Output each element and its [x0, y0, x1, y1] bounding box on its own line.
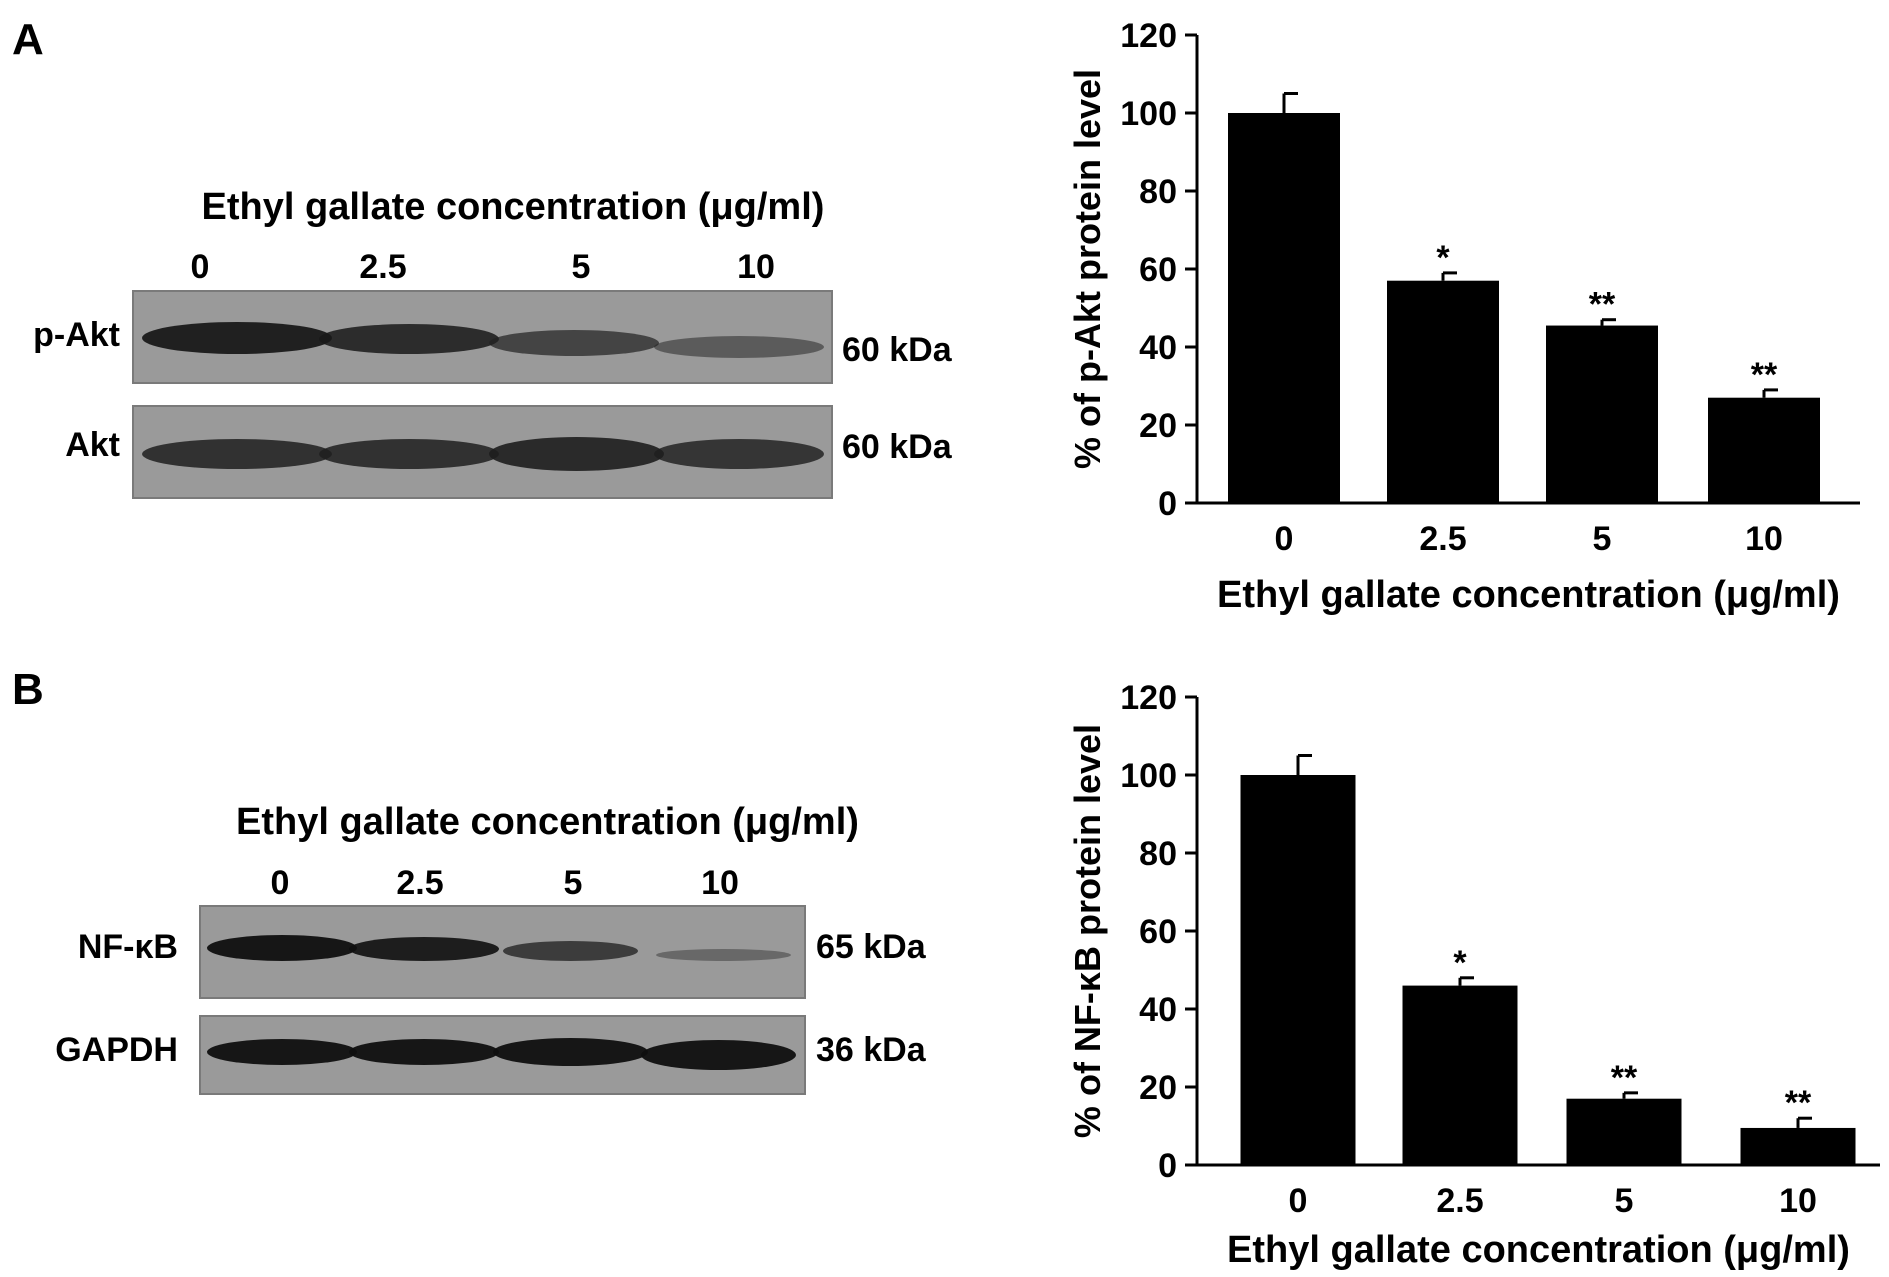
band [656, 949, 791, 961]
band [349, 1039, 499, 1065]
significance-marker: ** [1751, 356, 1778, 394]
x-tick-label: 0 [1289, 1182, 1308, 1220]
x-axis-label: Ethyl gallate concentration (μg/ml) [1217, 574, 1840, 616]
y-tick-label: 40 [1139, 329, 1177, 367]
band [493, 1038, 648, 1066]
blot-a-title: Ethyl gallate concentration (μg/ml) [201, 186, 825, 228]
blot-b-lane-label: 0 [270, 864, 290, 902]
panel-letter-a: A [12, 15, 44, 64]
x-tick-label: 2.5 [1436, 1182, 1483, 1220]
blot-b-title: Ethyl gallate concentration (μg/ml) [236, 801, 859, 843]
blot-b-lane-label: 2.5 [396, 864, 444, 902]
blot-a-row-label-pakt: p-Akt [33, 316, 120, 354]
blot-a-kda-pakt: 60 kDa [842, 331, 952, 369]
significance-marker: * [1453, 944, 1467, 982]
x-tick-label: 10 [1745, 520, 1783, 558]
blot-b-kda-gapdh: 36 kDa [816, 1031, 926, 1069]
x-tick-label: 0 [1275, 520, 1294, 558]
blot-b-lane-label: 10 [701, 864, 739, 902]
blot-b-row-label-gapdh: GAPDH [55, 1031, 178, 1069]
x-tick-label: 10 [1779, 1182, 1817, 1220]
y-tick-label: 100 [1120, 757, 1177, 795]
band [319, 439, 499, 469]
band [503, 941, 638, 961]
y-tick-label: 120 [1120, 679, 1177, 717]
blot-a-strip-pakt [132, 290, 833, 384]
bar [1566, 1098, 1682, 1165]
bar-chart-nfkb: 0 20 40 60 80 100 120 0 * 2.5 ** 5 ** 10 Ethyl gallate… [1067, 679, 1880, 1271]
bar [1402, 985, 1518, 1165]
bar [1387, 280, 1499, 503]
blot-a-lane-label: 5 [571, 248, 591, 286]
y-tick-label: 100 [1120, 95, 1177, 133]
significance-marker: ** [1611, 1059, 1638, 1097]
y-axis-label: % of p-Akt protein level [1067, 69, 1108, 469]
significance-marker: ** [1785, 1084, 1812, 1122]
y-tick-label: 20 [1139, 1069, 1177, 1107]
blot-b-strip-nfkb [199, 905, 806, 999]
bar [1240, 775, 1356, 1165]
band [349, 937, 499, 961]
bar [1546, 325, 1658, 503]
y-tick-label: 20 [1139, 407, 1177, 445]
y-tick-label: 120 [1120, 17, 1177, 55]
blot-a-row-label-akt: Akt [65, 426, 120, 464]
band [654, 336, 824, 358]
blot-b-kda-nfkb: 65 kDa [816, 928, 926, 966]
bar [1740, 1127, 1856, 1165]
blot-a-lane-label: 0 [190, 248, 210, 286]
blot-b-lane-label: 5 [563, 864, 583, 902]
panel-letter-b: B [12, 665, 44, 714]
band [207, 1039, 357, 1065]
blot-a-lane-label: 10 [737, 248, 775, 286]
significance-marker: ** [1589, 286, 1616, 324]
band [142, 322, 332, 354]
blot-a-lane-label: 2.5 [359, 248, 407, 286]
blot-b-row-label-nfkb: NF-κB [77, 928, 178, 966]
blot-a-strip-akt [132, 405, 833, 499]
significance-marker: * [1436, 239, 1450, 277]
y-tick-label: 60 [1139, 251, 1177, 289]
band [489, 437, 664, 471]
y-tick-label: 40 [1139, 991, 1177, 1029]
band [207, 935, 357, 961]
bar-chart-pakt: 0 20 40 60 80 100 120 0 * 2.5 ** 5 ** 10 Ethyl gallate… [1067, 17, 1860, 616]
y-tick-label: 80 [1139, 173, 1177, 211]
band [641, 1040, 796, 1070]
blot-b-strip-gapdh [199, 1015, 806, 1095]
y-tick-label: 60 [1139, 913, 1177, 951]
band [654, 439, 824, 469]
band [319, 324, 499, 354]
x-tick-label: 5 [1615, 1182, 1634, 1220]
y-tick-label: 0 [1158, 485, 1177, 523]
band [142, 439, 332, 469]
y-tick-label: 0 [1158, 1147, 1177, 1185]
x-tick-label: 5 [1593, 520, 1612, 558]
bar [1228, 113, 1340, 503]
band [489, 330, 659, 356]
y-axis-label: % of NF-κB protein level [1067, 724, 1108, 1138]
y-tick-label: 80 [1139, 835, 1177, 873]
x-tick-label: 2.5 [1419, 520, 1466, 558]
x-axis-label: Ethyl gallate concentration (μg/ml) [1227, 1229, 1850, 1271]
bar [1708, 397, 1820, 503]
blot-a-kda-akt: 60 kDa [842, 428, 952, 466]
